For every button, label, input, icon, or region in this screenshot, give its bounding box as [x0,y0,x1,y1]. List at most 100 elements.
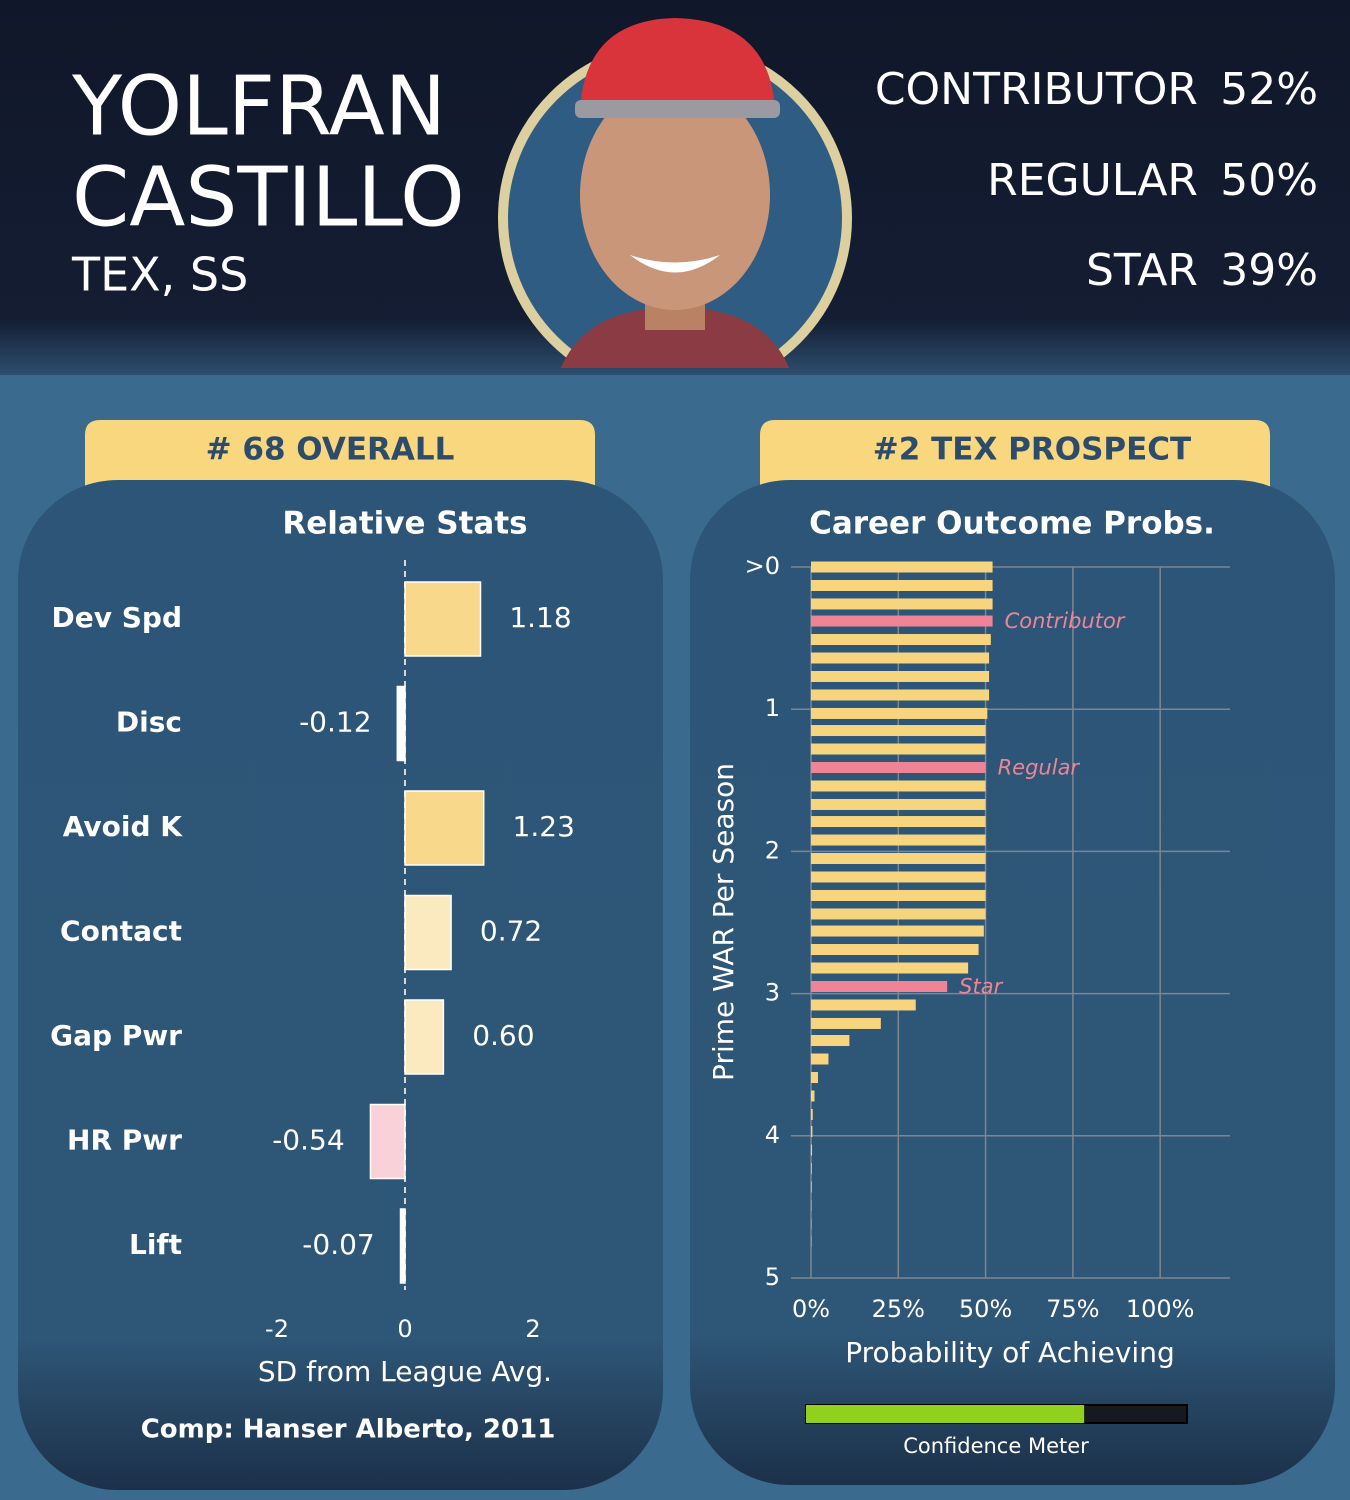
bar [811,598,993,610]
bar [811,634,991,646]
rank-tab [85,420,595,490]
category-label: Lift [129,1228,182,1261]
cap [580,18,775,110]
x-tick-label: 100% [1126,1295,1195,1323]
plots: Relative Stats -2 0 2 SD from League Avg. Com… [50,506,1230,1458]
bar [811,1090,815,1102]
bar [811,889,986,901]
smile [630,255,720,273]
bar [811,780,986,792]
value-label: -0.07 [302,1228,374,1261]
bar [811,689,990,701]
bar [811,652,990,664]
x-axis-label: SD from League Avg. [258,1355,552,1388]
player-name: YOLFRAN [71,59,446,154]
player-team-position: TEX, SS [71,248,248,302]
bar [811,615,993,627]
x-tick-label: 50% [959,1295,1012,1323]
x-tick-label: 0 [397,1315,412,1343]
outcome-label: STAR [1086,245,1198,296]
bar [811,1035,850,1047]
player-photo [498,18,852,368]
bar [811,871,986,883]
outcome-value: 50% [1220,155,1318,206]
y-tick-label: 4 [765,1121,780,1149]
bar [811,1053,829,1065]
panel [18,480,663,1490]
bar [811,944,979,956]
y-axis-label: Prime WAR Per Season [707,763,740,1081]
bar [811,853,986,865]
bar [811,1108,813,1120]
category-label: Dev Spd [52,601,182,634]
bar [811,1163,812,1175]
bar [404,581,482,657]
bar [811,1071,818,1083]
bar [811,743,986,755]
bar [811,561,993,573]
category-label: Avoid K [63,810,184,843]
x-axis-label: Probability of Achieving [845,1336,1174,1369]
category-label: Contact [60,915,182,948]
y-tick-label: 3 [765,979,780,1007]
category-label: HR Pwr [67,1124,182,1157]
category-label: Gap Pwr [50,1019,182,1052]
y-tick-label: >0 [745,552,780,580]
x-tick-label: -2 [265,1315,289,1343]
bar [811,707,988,719]
bar [811,762,986,774]
y-tick-label: 5 [765,1263,780,1291]
y-tick-label: 1 [765,694,780,722]
bar [811,834,986,846]
tab-label: #2 TEX PROSPECT [873,432,1191,468]
bar [811,1181,812,1193]
bar [811,798,986,810]
bar [811,1144,813,1156]
player-name: CASTILLO [72,150,465,245]
value-label: 0.60 [472,1019,534,1052]
meter-label: Confidence Meter [903,1434,1089,1458]
y-tick-label: 2 [765,836,780,864]
value-label: 0.72 [480,915,542,948]
bar [811,670,990,682]
chart-title: Relative Stats [282,506,527,542]
bar [811,579,993,591]
cap-brim [575,100,780,118]
annotation: Star [959,974,1003,998]
bar [396,685,406,762]
annotation: Regular [998,756,1081,780]
value-label: 1.23 [513,810,575,843]
bar [399,1208,406,1284]
x-tick-label: 2 [525,1315,540,1343]
annotation: Comp: Hanser Alberto, 2011 [141,1415,556,1445]
face [580,80,770,310]
tab-label: # 68 OVERALL [206,432,455,468]
bar [811,999,916,1011]
outcome-label: CONTRIBUTOR [875,64,1198,115]
outcome-value: 52% [1220,64,1318,115]
bar [811,925,984,937]
rank-tab [760,420,1270,490]
bar [369,1103,406,1180]
bar [811,908,986,920]
x-tick-label: 25% [872,1295,925,1323]
outcome-value: 39% [1220,245,1318,296]
bar [404,790,485,866]
bar [811,1126,813,1138]
bar [811,725,986,737]
shirt [560,310,790,368]
x-tick-label: 0% [792,1295,830,1323]
bar [811,1017,881,1029]
bar [811,816,986,828]
bar [811,962,969,974]
value-label: -0.12 [299,706,371,739]
bar [404,999,445,1075]
annotation: Contributor [1005,609,1126,633]
meter-fill [806,1405,1085,1423]
x-tick-label: 75% [1046,1295,1099,1323]
value-label: -0.54 [272,1124,344,1157]
value-label: 1.18 [509,601,571,634]
category-label: Disc [116,706,182,739]
